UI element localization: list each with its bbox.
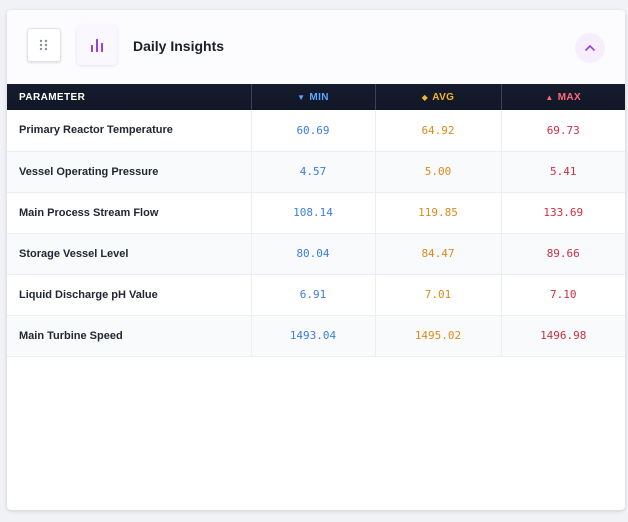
avg-value: 1495.02	[374, 315, 501, 357]
column-header-avg-label: AVG	[432, 91, 455, 103]
table-row: Storage Vessel Level 80.04 84.47 89.66	[7, 233, 625, 275]
diamond-icon: ◆	[421, 92, 429, 102]
avg-value: 7.01	[374, 274, 501, 316]
max-value: 133.69	[500, 192, 625, 234]
table-row: Vessel Operating Pressure 4.57 5.00 5.41	[7, 151, 625, 193]
table-row: Liquid Discharge pH Value 6.91 7.01 7.10	[7, 274, 625, 316]
table-row: Main Process Stream Flow 108.14 119.85 1…	[7, 192, 625, 234]
column-header-parameter-label: PARAMETER	[19, 91, 86, 103]
drag-handle-icon	[39, 39, 48, 51]
parameter-name: Storage Vessel Level	[7, 233, 251, 275]
max-value: 5.41	[500, 151, 625, 193]
max-value: 7.10	[500, 274, 625, 316]
triangle-down-icon: ▼	[297, 92, 306, 102]
max-value: 1496.98	[500, 315, 625, 357]
column-header-min: ▼ MIN	[250, 84, 375, 110]
column-header-min-label: MIN	[309, 91, 329, 103]
column-header-max: ▲ MAX	[500, 84, 625, 110]
max-value: 89.66	[500, 233, 625, 275]
avg-value: 64.92	[374, 110, 501, 152]
table-header-row: PARAMETER ▼ MIN ◆ AVG ▲ MAX	[7, 84, 625, 110]
min-value: 108.14	[250, 192, 375, 234]
column-header-max-label: MAX	[557, 91, 582, 103]
max-value: 69.73	[500, 110, 625, 152]
avg-value: 84.47	[374, 233, 501, 275]
triangle-up-icon: ▲	[545, 92, 554, 102]
parameter-name: Main Process Stream Flow	[7, 192, 251, 234]
min-value: 1493.04	[250, 315, 375, 357]
insights-table: PARAMETER ▼ MIN ◆ AVG ▲ MAX Primary Reactor…	[7, 84, 625, 357]
drag-handle[interactable]	[27, 28, 61, 62]
parameter-name: Primary Reactor Temperature	[7, 110, 251, 152]
insights-icon-tile	[77, 25, 117, 65]
column-header-avg: ◆ AVG	[374, 84, 501, 110]
parameter-name: Main Turbine Speed	[7, 315, 251, 357]
bar-chart-icon	[91, 39, 103, 52]
chevron-up-icon	[585, 45, 595, 51]
min-value: 6.91	[250, 274, 375, 316]
table-row: Main Turbine Speed 1493.04 1495.02 1496.…	[7, 315, 625, 357]
parameter-name: Vessel Operating Pressure	[7, 151, 251, 193]
collapse-button[interactable]	[575, 33, 605, 63]
card-header: Daily Insights	[7, 10, 625, 84]
parameter-name: Liquid Discharge pH Value	[7, 274, 251, 316]
avg-value: 119.85	[374, 192, 501, 234]
min-value: 60.69	[250, 110, 375, 152]
card-title: Daily Insights	[133, 38, 225, 54]
daily-insights-card: Daily Insights PARAMETER ▼ MIN ◆ AVG ▲ MAX …	[7, 10, 625, 510]
min-value: 4.57	[250, 151, 375, 193]
avg-value: 5.00	[374, 151, 501, 193]
table-row: Primary Reactor Temperature 60.69 64.92 …	[7, 110, 625, 152]
column-header-parameter: PARAMETER	[7, 84, 251, 110]
min-value: 80.04	[250, 233, 375, 275]
